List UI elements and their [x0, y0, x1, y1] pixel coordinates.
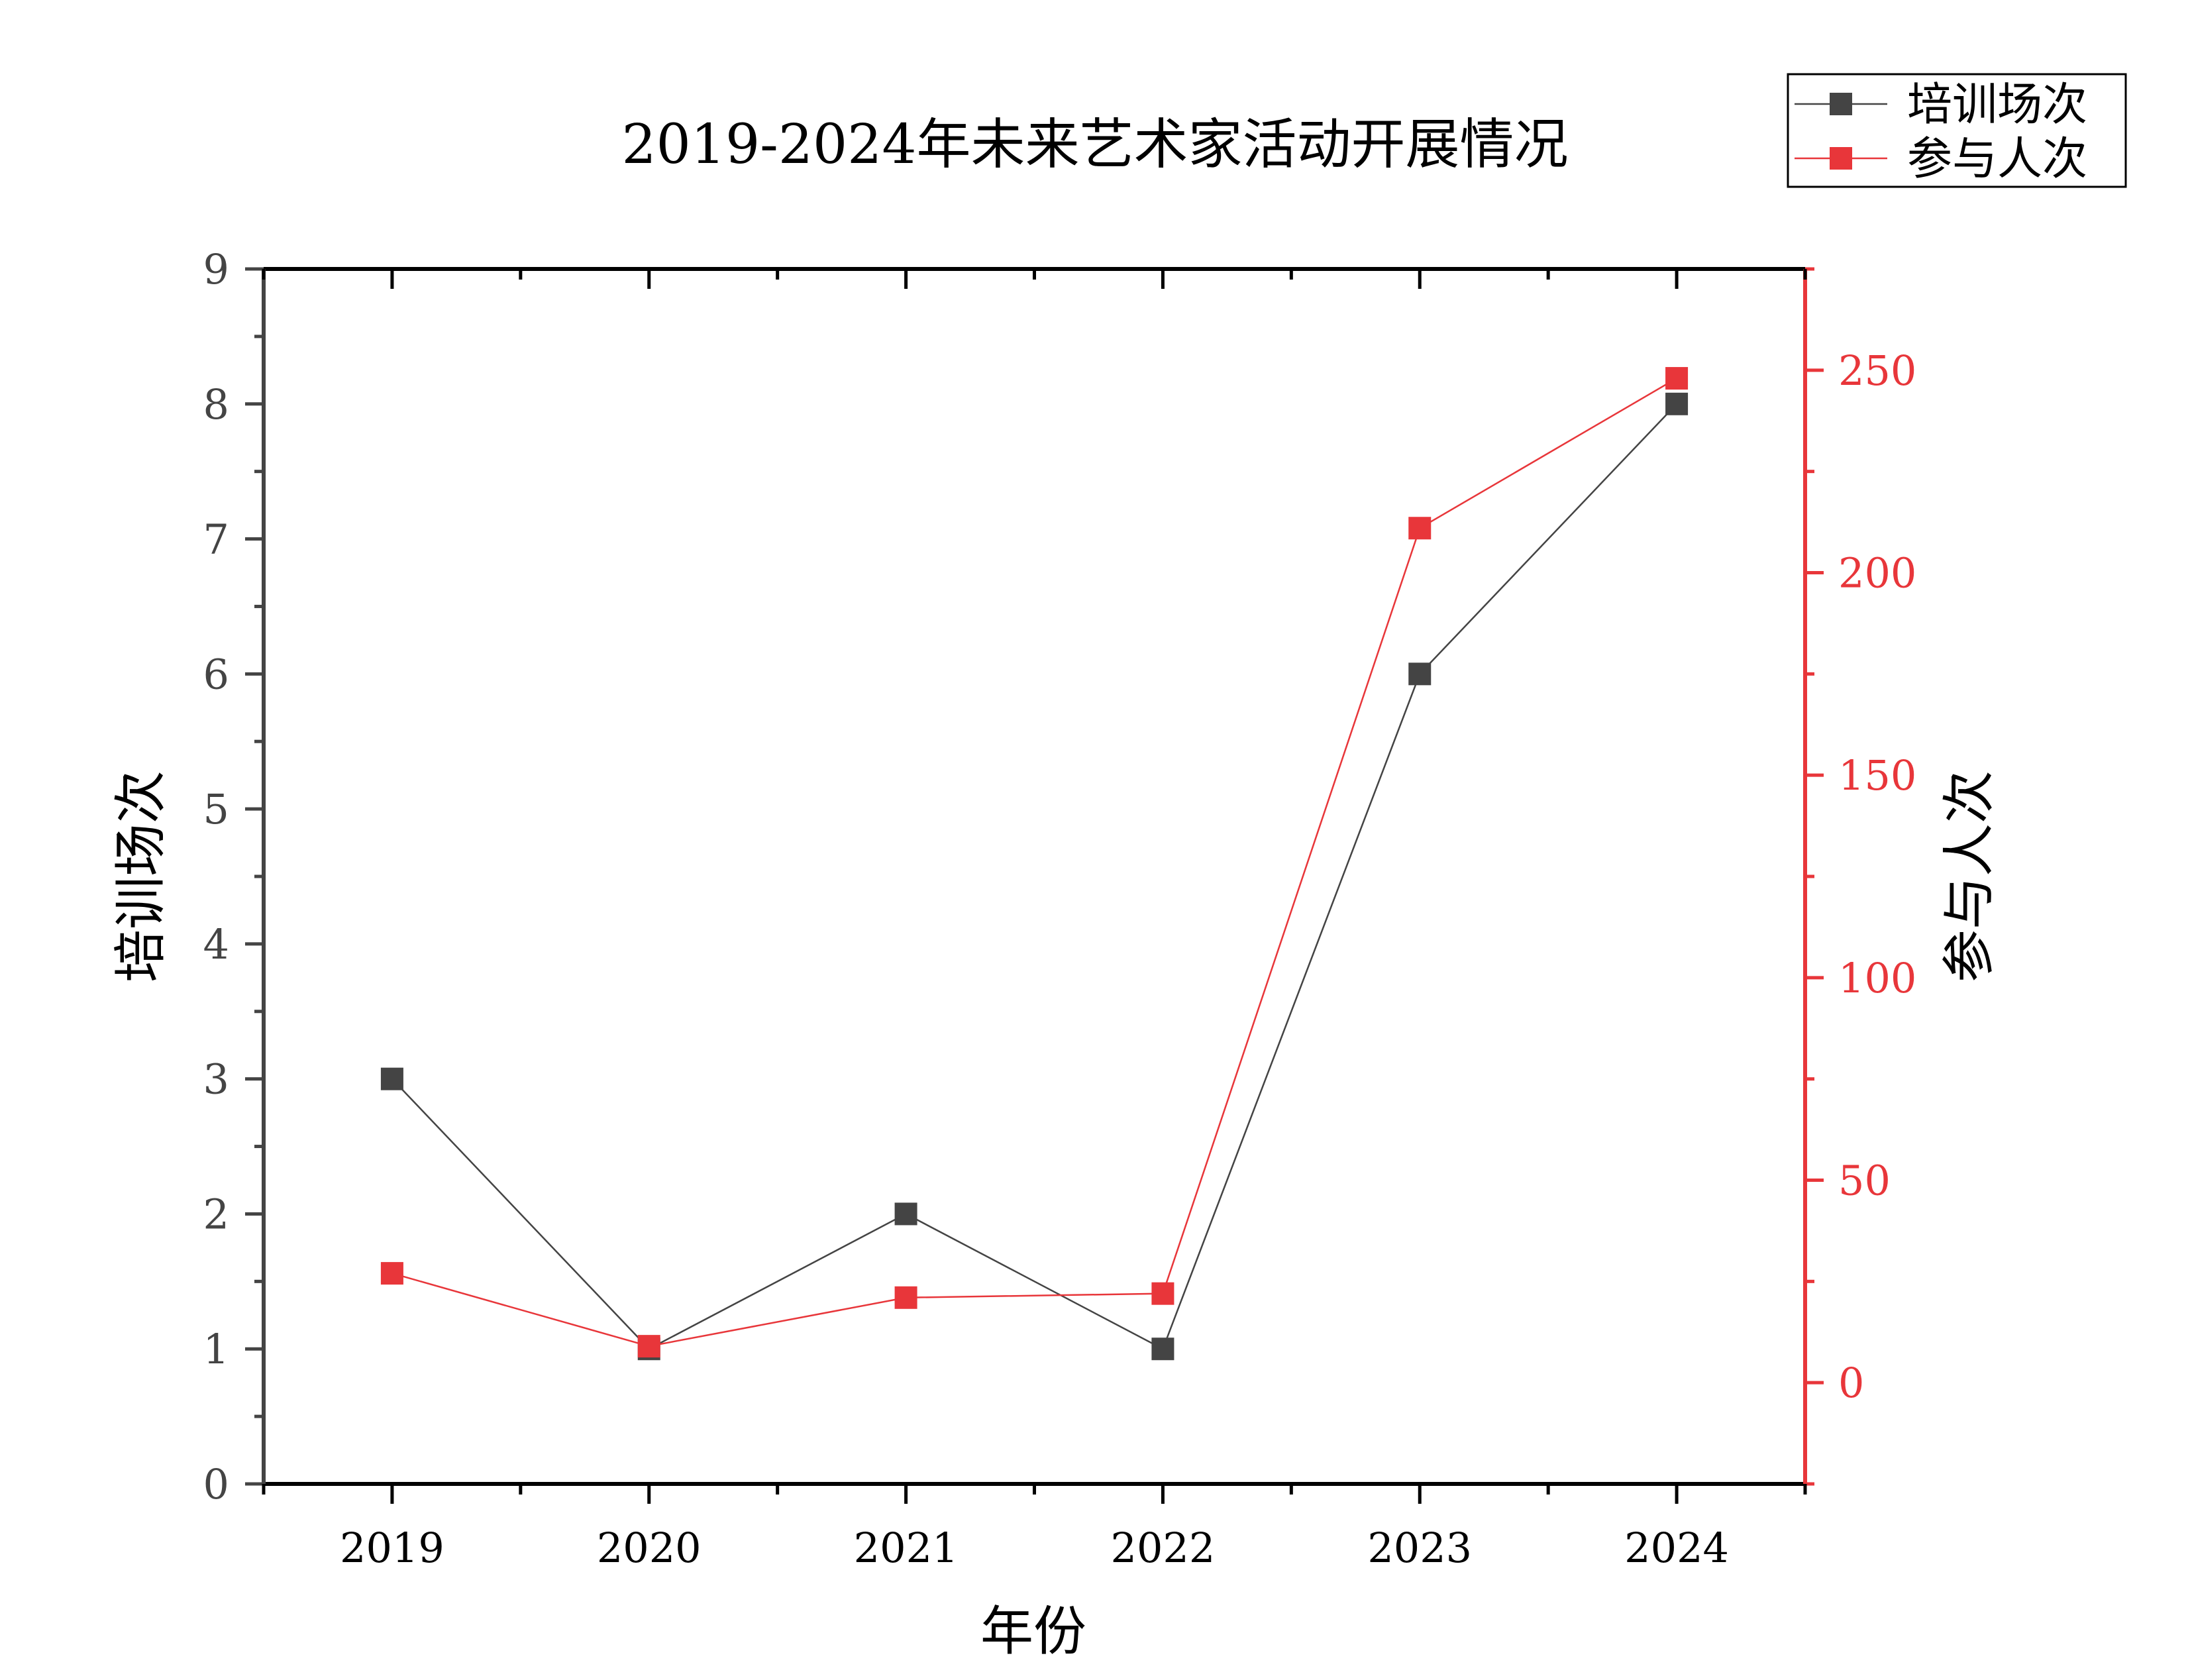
y-left-tick-label: 6	[203, 650, 229, 698]
y-right-tick-label: 100	[1838, 954, 1916, 1002]
chart-title: 2019-2024年未来艺术家活动开展情况	[621, 113, 1568, 176]
y-right-tick-label: 200	[1838, 549, 1916, 598]
series-2-point	[380, 1262, 403, 1285]
x-tick-label: 2020	[597, 1524, 702, 1572]
series-line-1	[391, 403, 1677, 1350]
legend-marker-2	[1830, 147, 1852, 170]
series-1-point	[1665, 392, 1689, 415]
series-line-2	[391, 377, 1677, 1347]
x-tick-label: 2024	[1624, 1524, 1729, 1572]
plot-area: 0 1 2 3 4 5 6 7 8 9 0 50 100 150 200 250 2019 2020 2021 202…	[203, 245, 1917, 1572]
y-axis-right-label: 参与人次	[1938, 770, 2000, 982]
y-right-tick-label: 50	[1838, 1157, 1891, 1205]
series-2-point	[1408, 517, 1432, 540]
y-right-tick-label: 250	[1838, 346, 1916, 395]
series-1-point	[894, 1202, 917, 1226]
y-left-tick-label: 8	[203, 380, 229, 429]
x-axis-label: 年份	[980, 1601, 1086, 1662]
y-left-tick-label: 9	[203, 245, 229, 293]
series-2-point	[1151, 1282, 1174, 1305]
series-2-point	[637, 1335, 660, 1358]
y-left-tick-label: 7	[203, 515, 229, 564]
series-1-point	[1408, 662, 1432, 686]
y-left-tick-label: 2	[203, 1190, 229, 1238]
y-left-tick-label: 4	[203, 920, 229, 969]
y-left-tick-label: 3	[203, 1055, 229, 1104]
y-axis-left-label: 培训场次	[110, 770, 172, 982]
legend-marker-1	[1830, 93, 1852, 115]
y-left-tick-label: 5	[203, 785, 229, 833]
y-left-tick-label: 1	[203, 1325, 229, 1373]
x-tick-label: 2023	[1367, 1524, 1472, 1572]
series-2-point	[894, 1286, 917, 1309]
x-tick-label: 2021	[854, 1524, 959, 1572]
y-right-tick-label: 150	[1838, 751, 1916, 800]
series-2-point	[1665, 367, 1689, 390]
y-right-tick-label: 0	[1838, 1359, 1864, 1407]
series-1-point	[1151, 1338, 1174, 1361]
y-left-tick-label: 0	[203, 1460, 229, 1508]
x-tick-label: 2019	[340, 1524, 444, 1572]
series-1-point	[380, 1067, 403, 1090]
legend-label-1: 培训场次	[1907, 79, 2087, 131]
legend-label-2: 参与人次	[1907, 133, 2087, 185]
x-tick-label: 2022	[1111, 1524, 1216, 1572]
